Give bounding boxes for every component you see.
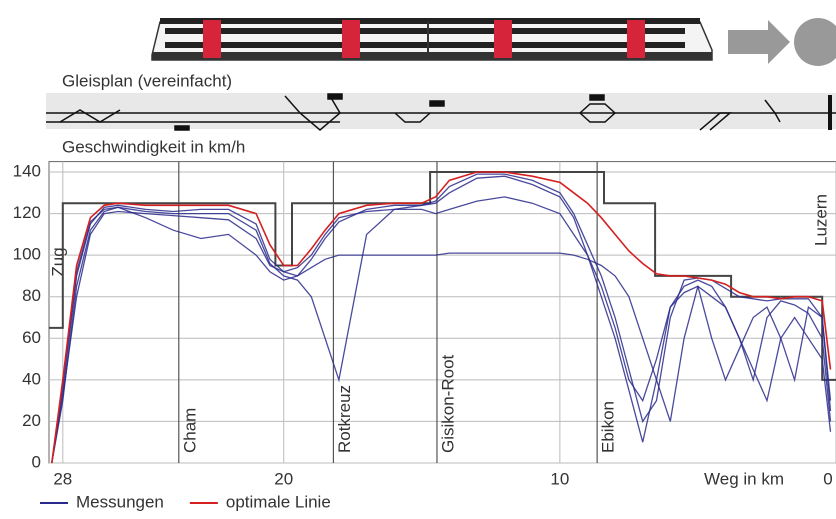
x-axis-label: Weg in km <box>704 469 784 488</box>
y-tick-label: 20 <box>22 411 41 430</box>
track-plan <box>46 93 836 131</box>
legend-label: optimale Linie <box>226 492 331 511</box>
y-tick-label: 80 <box>22 286 41 305</box>
measurement-line <box>51 173 832 464</box>
x-tick-label: 28 <box>53 469 72 488</box>
station-label: Zug <box>48 247 67 276</box>
measurement-line <box>51 206 832 464</box>
measurement-line <box>51 196 832 464</box>
y-tick-label: 100 <box>13 245 41 264</box>
station-label: Ebikon <box>599 401 618 453</box>
x-tick-label: 0 <box>823 469 832 488</box>
speed-limit-line <box>49 171 836 381</box>
station-label: Rotkreuz <box>335 385 354 453</box>
optimal-line <box>51 171 832 464</box>
y-tick-label: 120 <box>13 203 41 222</box>
circle-icon <box>794 18 836 66</box>
y-axis-label: Geschwindigkeit in km/h <box>62 137 245 156</box>
y-tick-label: 0 <box>32 452 41 471</box>
station-label: Gisikon-Root <box>438 354 457 453</box>
station-label: Luzern <box>811 194 830 246</box>
section-title: Gleisplan (vereinfacht) <box>62 71 232 90</box>
train-illustration <box>151 18 713 61</box>
station-label: Cham <box>180 408 199 453</box>
y-tick-label: 140 <box>13 161 41 180</box>
legend-label: Messungen <box>76 492 164 511</box>
x-tick-label: 10 <box>550 469 569 488</box>
y-tick-label: 60 <box>22 328 41 347</box>
arrow-icon <box>728 20 790 64</box>
y-tick-label: 40 <box>22 369 41 388</box>
x-tick-label: 20 <box>274 469 293 488</box>
legend: Messungen optimale Linie <box>40 492 331 511</box>
